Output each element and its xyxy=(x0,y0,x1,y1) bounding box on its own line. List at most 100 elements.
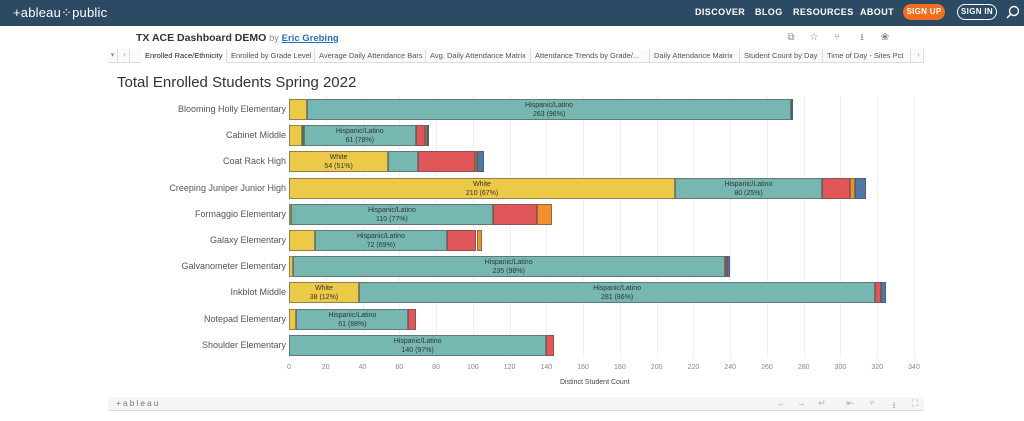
bar-segment-white[interactable] xyxy=(289,151,389,173)
bar-segment-hispanic-latino[interactable] xyxy=(292,256,725,278)
bar-segment-hispanic-latino[interactable] xyxy=(358,282,876,304)
x-tick-label: 180 xyxy=(614,364,626,371)
bar-segment-hispanic-latino[interactable] xyxy=(289,334,547,356)
bar-segment-other[interactable] xyxy=(855,177,867,199)
bar-segment-white[interactable] xyxy=(289,308,297,330)
tab-enrolled-race-ethnicity[interactable]: Enrolled Race/Ethnicity xyxy=(141,49,227,63)
sign-up-button[interactable]: SIGN UP xyxy=(903,4,945,20)
bar-segment-black[interactable] xyxy=(822,177,850,199)
bar-data-label: Hispanic/Latino 72 (69%) xyxy=(356,233,405,249)
fullscreen-icon[interactable]: ⛶ xyxy=(911,398,919,408)
gridline xyxy=(914,96,915,358)
by-label: by xyxy=(269,33,279,43)
x-tick-label: 100 xyxy=(466,364,479,371)
copy-icon[interactable]: ⧉ xyxy=(787,32,795,43)
gridline xyxy=(436,96,438,358)
tab-student-count-by-day[interactable]: Student Count by Day xyxy=(740,49,823,63)
bar-segment-black[interactable] xyxy=(417,151,475,173)
tableau-logo[interactable]: +ableau xyxy=(116,398,161,408)
bar-segment-hispanic-latino[interactable] xyxy=(296,308,409,330)
bar-segment-hispanic-latino[interactable] xyxy=(675,177,823,199)
bar-segment-hispanic-latino[interactable] xyxy=(314,230,448,251)
gridline xyxy=(325,96,327,358)
bar-data-label: Hispanic/Latino 61 (78%) xyxy=(335,128,384,145)
tab-next-button[interactable]: › xyxy=(914,49,924,63)
nav-about[interactable]: ABOUT xyxy=(860,7,894,17)
tab-prev-button[interactable]: ‹ xyxy=(120,49,130,63)
bar-segment-white[interactable] xyxy=(289,99,308,120)
bar-segment-white[interactable] xyxy=(289,282,359,304)
bar-segment-hispanic-latino[interactable] xyxy=(303,125,416,147)
star-icon[interactable]: ☆ xyxy=(809,32,819,43)
nav-resources[interactable]: RESOURCES xyxy=(793,7,854,17)
undo-icon[interactable]: ← xyxy=(776,398,786,408)
bar-segment-asian[interactable] xyxy=(476,230,482,251)
y-category-label[interactable]: Galvanometer Elementary xyxy=(181,261,286,272)
bar-segment-other[interactable] xyxy=(790,99,793,120)
bar-segment-asian[interactable] xyxy=(474,151,477,173)
badge-icon[interactable]: ❀ xyxy=(880,32,890,43)
bar-segment-white[interactable] xyxy=(289,203,291,225)
tab-time-of-day-sites-pct[interactable]: Time of Day - Sites Pct xyxy=(823,49,911,63)
bar-segment-white[interactable] xyxy=(289,256,293,278)
bar-segment-other[interactable] xyxy=(880,282,887,304)
y-category-label[interactable]: Formaggio Elementary xyxy=(194,208,286,219)
bar-segment-black[interactable] xyxy=(875,282,881,304)
search-icon[interactable] xyxy=(1006,5,1020,19)
y-category-label[interactable]: Inkblot Middle xyxy=(230,287,286,298)
tab-menu-dropdown[interactable]: ▾ xyxy=(108,49,118,63)
bar-segment-black[interactable] xyxy=(415,125,426,147)
sign-in-button[interactable]: SIGN IN xyxy=(957,4,997,20)
y-category-label[interactable]: Shoulder Elementary xyxy=(201,339,286,350)
bar-segment-hispanic-latino[interactable] xyxy=(388,151,418,173)
bar-segment-hispanic-latino[interactable] xyxy=(290,203,494,225)
chart-title: Total Enrolled Students Spring 2022 xyxy=(117,74,357,91)
y-category-label[interactable]: Galaxy Elementary xyxy=(209,235,286,245)
tab-avg-daily-attendance-matrix[interactable]: Avg. Daily Attendance Matrix xyxy=(426,49,531,63)
x-tick-label: 140 xyxy=(540,364,553,371)
bar-segment-black[interactable] xyxy=(447,230,477,251)
bar-segment-white[interactable] xyxy=(289,230,315,251)
revert-icon[interactable]: ↵ xyxy=(818,398,826,408)
bar-segment-white[interactable] xyxy=(289,125,302,147)
y-category-label[interactable]: Creeping Juniper Junior High xyxy=(169,182,286,193)
y-category-label[interactable]: Coat Rack High xyxy=(222,156,286,167)
redo-icon[interactable]: → xyxy=(796,398,806,408)
tab-daily-attendance-matrix[interactable]: Daily Attendance Matrix xyxy=(650,49,740,63)
bar-segment-black[interactable] xyxy=(493,203,538,225)
bar-segment-black[interactable] xyxy=(546,334,554,356)
bar-segment-other[interactable] xyxy=(476,151,484,173)
share-icon[interactable]: ⑂ xyxy=(834,32,840,43)
bar-data-label: Hispanic/Latino 110 (77%) xyxy=(367,206,416,223)
bar-segment-asian[interactable] xyxy=(849,177,856,199)
tab-attendance-trends[interactable]: Attendance Trends by Grade/... xyxy=(531,49,650,63)
nav-blog[interactable]: BLOG xyxy=(755,7,783,17)
bar-segment-black[interactable] xyxy=(408,308,416,330)
bar-segment-asian[interactable] xyxy=(425,125,428,147)
bar-data-label: White 38 (12%) xyxy=(309,285,339,302)
bar-segment-black[interactable] xyxy=(724,256,727,278)
tab-average-daily-attendance-bars[interactable]: Average Daily Attendance Bars xyxy=(315,49,426,63)
tab-enrolled-by-grade-level[interactable]: Enrolled by Grade Level xyxy=(227,49,315,63)
bar-segment-other[interactable] xyxy=(426,125,429,147)
download-icon[interactable]: ⭳ xyxy=(892,400,896,410)
gridline xyxy=(546,96,548,358)
gridline xyxy=(583,96,585,358)
bar-segment-multi[interactable] xyxy=(301,125,304,147)
bar-segment-other[interactable] xyxy=(726,256,731,278)
x-tick-label: 20 xyxy=(321,364,330,371)
author-link[interactable]: Eric Grebing xyxy=(281,33,339,44)
bar-segment-white[interactable] xyxy=(289,177,676,199)
tableau-public-logo[interactable]: +ableau⁘public xyxy=(13,5,108,20)
y-category-label[interactable]: Notepad Elementary xyxy=(203,313,286,324)
reset-icon[interactable]: ⇤ xyxy=(846,398,854,408)
gridline xyxy=(619,96,621,358)
y-category-label[interactable]: Blooming Holly Elementary xyxy=(177,104,286,114)
bar-data-label: Hispanic/Latino 263 (96%) xyxy=(525,102,574,118)
bar-segment-asian[interactable] xyxy=(537,203,552,225)
share-icon[interactable]: ⑂ xyxy=(869,398,875,408)
bar-segment-hispanic-latino[interactable] xyxy=(307,99,791,120)
y-category-label[interactable]: Cabinet Middle xyxy=(225,130,286,141)
download-icon[interactable]: ⭳ xyxy=(860,32,864,43)
nav-discover[interactable]: DISCOVER xyxy=(695,7,746,17)
